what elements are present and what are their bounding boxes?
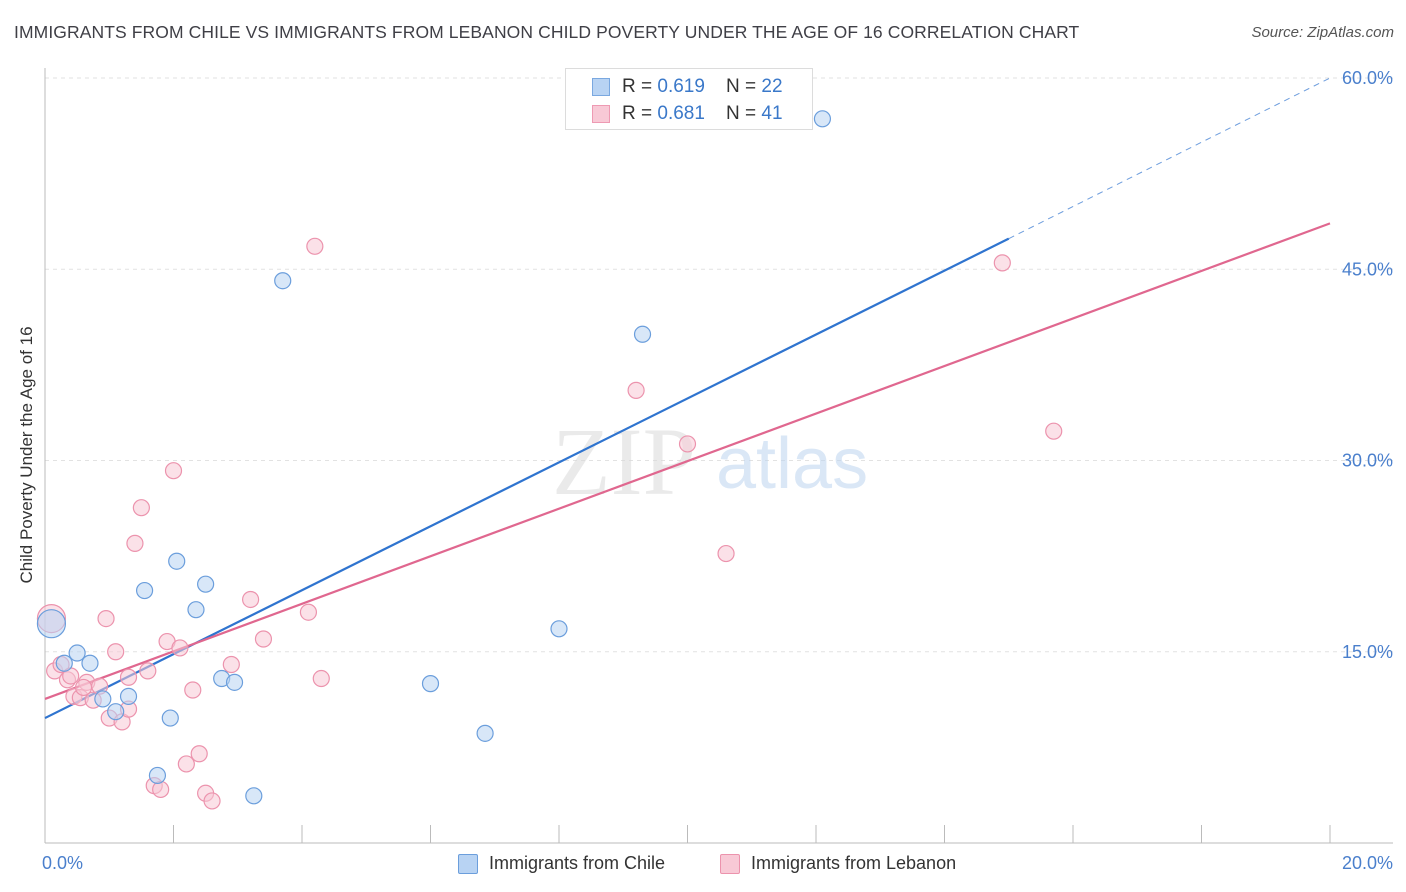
point-chile bbox=[168, 552, 186, 570]
y-tick-label: 15.0% bbox=[1342, 642, 1393, 662]
point-lebanon bbox=[107, 643, 125, 661]
point-chile bbox=[81, 654, 99, 672]
point-lebanon bbox=[119, 668, 138, 686]
bottom-legend-label-chile: Immigrants from Chile bbox=[489, 853, 666, 873]
watermark: ZIP atlas bbox=[552, 408, 868, 515]
grid-lines bbox=[45, 77, 1393, 653]
point-chile bbox=[55, 654, 73, 672]
legend-n-label: N = bbox=[726, 103, 762, 124]
legend-n-value: 41 bbox=[761, 103, 783, 124]
point-chile bbox=[421, 675, 440, 693]
point-chile bbox=[197, 575, 215, 593]
trend-line-chile bbox=[44, 237, 1010, 720]
point-lebanon bbox=[627, 381, 645, 399]
point-lebanon bbox=[132, 499, 150, 517]
source-credit: Source: ZipAtlas.com bbox=[1251, 24, 1394, 41]
y-tick-label: 45.0% bbox=[1342, 259, 1393, 279]
tick-labels: 15.0% 30.0% 45.0% 60.0% 0.0% 20.0% bbox=[42, 68, 1393, 873]
watermark-atlas: atlas bbox=[716, 424, 868, 504]
point-lebanon bbox=[254, 630, 273, 648]
point-chile bbox=[813, 110, 832, 128]
point-lebanon bbox=[184, 681, 202, 699]
point-lebanon bbox=[74, 678, 93, 697]
point-lebanon bbox=[190, 745, 208, 763]
point-lebanon bbox=[993, 254, 1011, 272]
point-lebanon bbox=[171, 639, 189, 657]
axes bbox=[44, 68, 1393, 844]
trend-lines bbox=[44, 77, 1331, 720]
legend: R = 0.619 N = 22 R = 0.681 N = 41 bbox=[565, 68, 813, 130]
x-tick-label: 0.0% bbox=[42, 853, 83, 873]
legend-r-label: R = bbox=[622, 76, 658, 97]
point-lebanon bbox=[242, 590, 260, 609]
trend-extension-chile bbox=[1008, 77, 1331, 240]
point-lebanon bbox=[1045, 422, 1063, 440]
point-chile bbox=[107, 703, 125, 721]
point-chile bbox=[36, 609, 67, 639]
point-lebanon bbox=[152, 780, 170, 799]
point-chile bbox=[550, 620, 568, 638]
legend-swatch-chile bbox=[592, 78, 610, 96]
point-lebanon bbox=[164, 462, 183, 480]
trend-line-lebanon bbox=[44, 222, 1331, 700]
legend-n-value: 22 bbox=[761, 76, 783, 97]
watermark-zip: ZIP bbox=[552, 408, 696, 515]
point-chile bbox=[135, 581, 154, 600]
point-chile bbox=[274, 272, 292, 290]
point-lebanon bbox=[678, 435, 697, 453]
point-chile bbox=[245, 787, 263, 805]
point-lebanon bbox=[299, 603, 318, 621]
point-lebanon bbox=[97, 609, 115, 628]
point-lebanon bbox=[312, 669, 330, 688]
legend-n-label: N = bbox=[726, 76, 762, 97]
point-chile bbox=[94, 690, 112, 708]
legend-swatch-lebanon bbox=[592, 105, 610, 123]
y-tick-label: 60.0% bbox=[1342, 68, 1393, 88]
point-chile bbox=[187, 601, 205, 619]
point-lebanon bbox=[203, 792, 221, 810]
chart-title: IMMIGRANTS FROM CHILE VS IMMIGRANTS FROM… bbox=[14, 22, 1080, 42]
point-chile bbox=[119, 687, 138, 705]
point-lebanon bbox=[139, 662, 157, 680]
legend-r-value: 0.681 bbox=[657, 103, 705, 124]
bottom-legend-swatch-lebanon bbox=[720, 854, 740, 874]
point-chile bbox=[68, 644, 86, 662]
y-tick-label: 30.0% bbox=[1342, 451, 1393, 471]
point-chile bbox=[148, 766, 167, 785]
point-lebanon bbox=[177, 755, 195, 773]
point-chile bbox=[476, 724, 494, 742]
y-axis-label: Child Poverty Under the Age of 16 bbox=[17, 326, 36, 584]
bottom-legend-label-lebanon: Immigrants from Lebanon bbox=[751, 853, 957, 873]
point-chile bbox=[633, 325, 652, 343]
data-points bbox=[36, 110, 1063, 810]
point-lebanon bbox=[306, 237, 324, 255]
point-chile bbox=[225, 673, 244, 691]
point-lebanon bbox=[126, 534, 144, 552]
x-tick-label: 20.0% bbox=[1342, 853, 1393, 873]
point-lebanon bbox=[717, 544, 735, 563]
point-lebanon bbox=[222, 655, 240, 674]
legend-r-label: R = bbox=[622, 103, 658, 124]
point-chile bbox=[161, 709, 179, 727]
legend-r-value: 0.619 bbox=[657, 76, 705, 97]
bottom-legend-swatch-chile bbox=[458, 854, 478, 874]
